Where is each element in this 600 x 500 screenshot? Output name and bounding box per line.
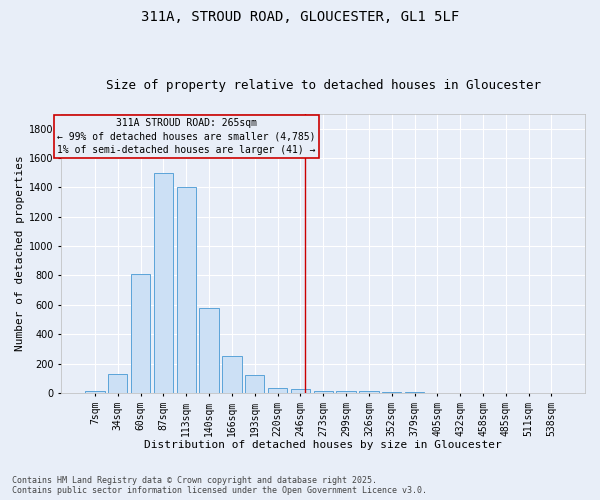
Bar: [290, 390, 310, 393]
Bar: [359, 392, 379, 393]
Bar: [199, 308, 219, 393]
Bar: [176, 188, 196, 393]
Text: 311A STROUD ROAD: 265sqm
← 99% of detached houses are smaller (4,785)
1% of semi: 311A STROUD ROAD: 265sqm ← 99% of detach…: [57, 118, 316, 155]
Y-axis label: Number of detached properties: Number of detached properties: [15, 156, 25, 352]
Bar: [108, 374, 127, 393]
Text: Contains HM Land Registry data © Crown copyright and database right 2025.
Contai: Contains HM Land Registry data © Crown c…: [12, 476, 427, 495]
Bar: [337, 390, 356, 393]
Bar: [405, 392, 424, 393]
Bar: [154, 172, 173, 393]
Bar: [131, 274, 150, 393]
Bar: [314, 390, 333, 393]
X-axis label: Distribution of detached houses by size in Gloucester: Distribution of detached houses by size …: [145, 440, 502, 450]
Bar: [85, 392, 104, 393]
Bar: [382, 392, 401, 393]
Title: Size of property relative to detached houses in Gloucester: Size of property relative to detached ho…: [106, 79, 541, 92]
Bar: [268, 388, 287, 393]
Bar: [222, 356, 242, 393]
Bar: [245, 376, 265, 393]
Text: 311A, STROUD ROAD, GLOUCESTER, GL1 5LF: 311A, STROUD ROAD, GLOUCESTER, GL1 5LF: [141, 10, 459, 24]
